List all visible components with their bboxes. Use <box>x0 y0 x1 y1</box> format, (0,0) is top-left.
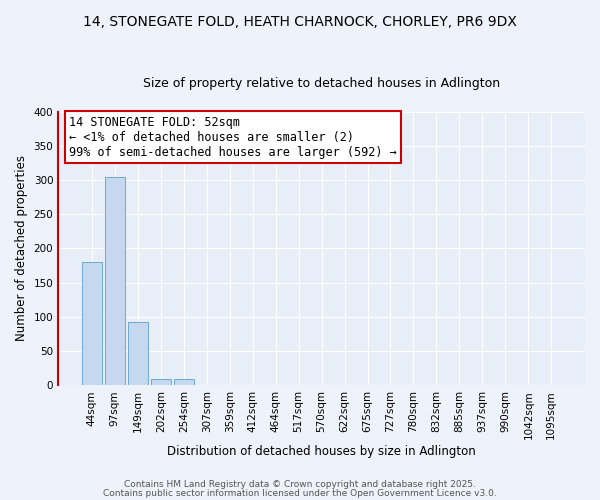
Text: 14, STONEGATE FOLD, HEATH CHARNOCK, CHORLEY, PR6 9DX: 14, STONEGATE FOLD, HEATH CHARNOCK, CHOR… <box>83 15 517 29</box>
X-axis label: Distribution of detached houses by size in Adlington: Distribution of detached houses by size … <box>167 444 476 458</box>
Bar <box>312 385 331 386</box>
Bar <box>518 385 538 386</box>
Bar <box>174 380 194 386</box>
Y-axis label: Number of detached properties: Number of detached properties <box>15 156 28 342</box>
Text: Contains HM Land Registry data © Crown copyright and database right 2025.: Contains HM Land Registry data © Crown c… <box>124 480 476 489</box>
Text: Contains public sector information licensed under the Open Government Licence v3: Contains public sector information licen… <box>103 488 497 498</box>
Title: Size of property relative to detached houses in Adlington: Size of property relative to detached ho… <box>143 76 500 90</box>
Text: 14 STONEGATE FOLD: 52sqm
← <1% of detached houses are smaller (2)
99% of semi-de: 14 STONEGATE FOLD: 52sqm ← <1% of detach… <box>69 116 397 158</box>
Bar <box>82 262 101 386</box>
Bar <box>105 176 125 386</box>
Bar <box>151 380 170 386</box>
Bar <box>128 322 148 386</box>
